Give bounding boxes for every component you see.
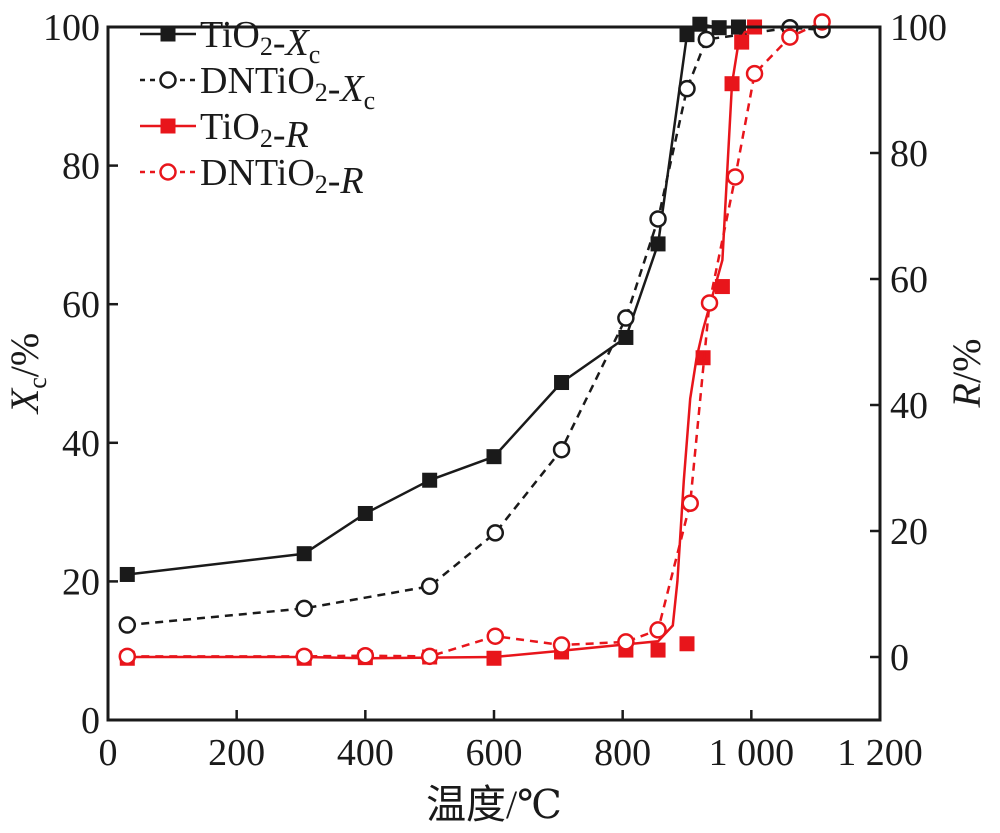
data-point [554,375,570,391]
data-point [295,599,313,618]
legend-label: DNTiO2-Xc [200,60,375,115]
legend-marker [160,118,176,134]
data-point [692,16,708,32]
data-point [650,236,666,252]
y-axis-right-title: R/% [944,339,989,409]
data-point [357,505,373,521]
data-point [726,168,744,186]
data-point [650,642,666,658]
y-right-tick-label: 40 [890,385,928,427]
x-tick-label: 1 000 [709,732,795,774]
data-point [679,27,695,43]
x-tick-label: 0 [99,732,118,774]
x-tick-label: 200 [208,732,265,774]
legend-marker [159,71,177,89]
y-left-title-main: X [2,387,47,415]
y-left-tick-label: 100 [43,7,100,49]
y-axis-left-title: Xc/% [2,333,52,415]
y-right-tick-label: 80 [890,133,928,175]
legend-item: DNTiO2-R [140,152,364,202]
legend-label: TiO2-R [200,106,309,156]
data-point [119,566,135,582]
data-point [486,627,505,645]
y-left-title-sub: c [23,377,52,389]
x-axis-title: 温度/℃ [426,782,562,827]
data-point [745,64,764,83]
data-point [649,621,667,639]
data-point [649,210,667,228]
y-left-tick-label: 60 [62,284,100,326]
legend-label: TiO2-Xc [200,14,320,69]
data-point [552,636,571,654]
data-point [781,28,799,46]
data-point [486,650,502,666]
y-right-tick-label: 100 [890,7,947,49]
y-right-title-unit: /% [944,339,989,383]
series-DNTiO2-Xc [118,18,831,634]
y-left-tick-label: 40 [62,423,100,465]
data-point [618,329,634,345]
x-tick-label: 800 [594,732,651,774]
data-point [617,309,635,327]
x-tick-label: 400 [337,732,394,774]
data-point [118,647,137,666]
data-point [296,546,312,562]
data-point [724,76,740,92]
y-left-title-unit: /% [2,333,47,377]
legend-item: TiO2-Xc [140,14,320,69]
legend-marker [159,163,177,181]
legend-item: TiO2-R [140,106,309,156]
data-point [486,524,505,542]
x-tick-label: 1 200 [837,732,923,774]
y-right-tick-label: 20 [890,511,928,553]
data-point [420,647,439,666]
y-right-title-main: R [944,383,989,408]
data-point [678,79,696,98]
data-point [118,616,137,634]
y-left-tick-label: 80 [62,146,100,188]
data-point [356,646,375,665]
data-point [700,294,719,312]
data-point [295,647,313,666]
series-line [127,20,823,658]
data-point [679,636,695,652]
data-point [734,34,750,50]
legend-item: DNTiO2-Xc [140,60,375,115]
y-left-tick-label: 20 [62,561,100,603]
x-tick-label: 600 [466,732,523,774]
data-point [552,440,571,459]
y-right-tick-label: 0 [890,637,909,679]
y-right-tick-label: 60 [890,259,928,301]
legend-label: DNTiO2-R [200,152,364,202]
legend-marker [160,26,176,42]
y-left-tick-label: 0 [81,700,100,742]
data-point [422,472,438,488]
data-point [420,577,439,596]
data-point [486,449,502,465]
data-point [681,494,699,513]
data-point [697,30,716,49]
data-point [617,633,635,651]
data-point [714,279,730,295]
